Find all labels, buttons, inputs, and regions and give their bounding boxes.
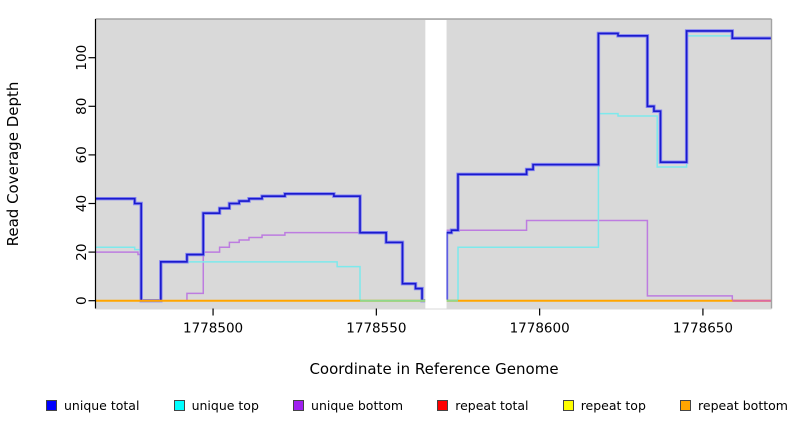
x-tick-label: 1778500 xyxy=(183,321,243,337)
series-unique-total xyxy=(95,192,426,302)
series-unique-total xyxy=(445,30,772,301)
y-tick-label: 80 xyxy=(74,98,90,115)
legend: unique total unique top unique bottom repea… xyxy=(46,398,788,413)
no-data-gap xyxy=(425,20,447,309)
legend-swatch-unique-bottom xyxy=(293,400,305,411)
legend-swatch-repeat-top xyxy=(562,400,574,411)
legend-swatch-repeat-total xyxy=(437,400,449,411)
y-tick-label: 100 xyxy=(74,45,90,71)
legend-item-unique-total: unique total xyxy=(46,398,139,413)
legend-item-repeat-total: repeat total xyxy=(437,398,529,413)
y-tick-label: 60 xyxy=(74,146,90,163)
x-tick-label: 1778600 xyxy=(510,321,570,337)
legend-label: repeat total xyxy=(455,398,529,413)
legend-label: unique bottom xyxy=(311,398,404,413)
legend-label: unique top xyxy=(191,398,259,413)
legend-item-unique-bottom: unique bottom xyxy=(293,398,403,413)
x-axis-title: Coordinate in Reference Genome xyxy=(309,360,559,378)
legend-label: unique total xyxy=(64,398,140,413)
series-unique-bottom xyxy=(445,219,772,302)
y-tick-label: 40 xyxy=(74,195,90,212)
legend-swatch-repeat-bottom xyxy=(680,400,692,411)
y-tick-label: 20 xyxy=(74,244,90,261)
x-tick-label: 1778550 xyxy=(346,321,406,337)
legend-label: repeat bottom xyxy=(698,398,788,413)
legend-item-unique-top: unique top xyxy=(173,398,259,413)
legend-item-repeat-top: repeat top xyxy=(562,398,646,413)
legend-item-repeat-bottom: repeat bottom xyxy=(680,398,788,413)
legend-label: repeat top xyxy=(580,398,646,413)
legend-swatch-unique-total xyxy=(46,400,57,411)
y-axis-title: Read Coverage Depth xyxy=(4,81,22,247)
x-tick-label: 1778650 xyxy=(673,321,733,337)
y-tick-label: 0 xyxy=(74,296,90,305)
legend-swatch-unique-top xyxy=(173,400,185,411)
